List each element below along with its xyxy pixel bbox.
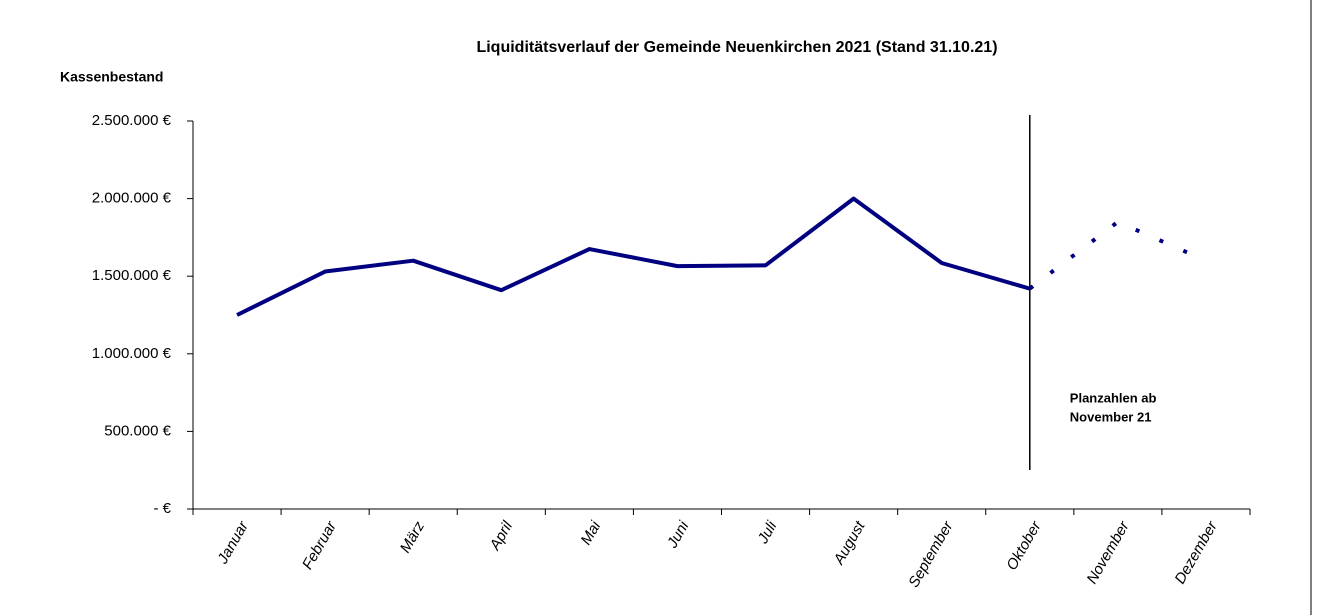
y-tick-label: 1.500.000 € — [92, 267, 172, 284]
y-tick-label: 500.000 € — [104, 422, 171, 439]
y-axis-label: Kassenbestand — [60, 69, 163, 85]
y-tick-label: 1.000.000 € — [92, 345, 172, 362]
y-tick-label: 2.000.000 € — [92, 190, 172, 207]
line-series — [236, 196, 1031, 317]
chart-title: Liquiditätsverlauf der Gemeinde Neuenkir… — [476, 39, 997, 56]
y-tick-label: - € — [153, 500, 171, 517]
annotation: Planzahlen ab — [1070, 390, 1157, 405]
y-tick-label: 2.500.000 € — [92, 112, 172, 129]
annotation: November 21 — [1070, 409, 1152, 424]
